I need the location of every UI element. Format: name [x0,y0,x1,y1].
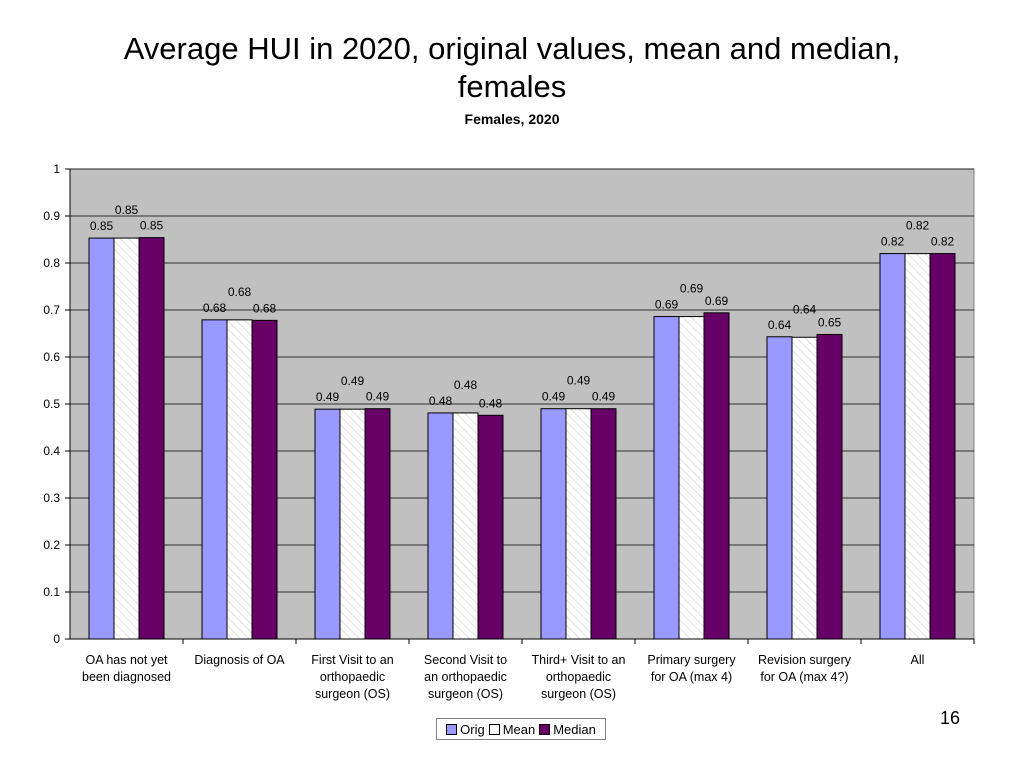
x-category-label: surgeon (OS) [315,687,390,701]
x-category-label: Second Visit to [424,653,507,667]
data-label-mean: 0.82 [906,219,930,233]
bar-orig [427,412,454,640]
legend-swatch-orig [446,723,458,735]
x-category-label: OA has not yet [86,653,169,667]
bar-mean [791,336,818,640]
x-category-label: surgeon (OS) [541,687,616,701]
x-category-label: surgeon (OS) [428,687,503,701]
bar-mean [904,253,931,640]
y-tick-label: 0.8 [43,256,60,270]
data-label-mean: 0.48 [454,378,478,392]
y-tick-label: 0.5 [43,397,60,411]
x-category-label: an orthopaedic [424,670,507,684]
data-label-mean: 0.85 [115,203,139,217]
data-label-orig: 0.49 [316,390,340,404]
data-label-orig: 0.68 [203,301,227,315]
y-tick-label: 0 [53,632,60,646]
x-category-label: been diagnosed [82,670,171,684]
bar-median [364,408,391,640]
data-label-mean: 0.64 [793,302,817,316]
legend-label-orig: Orig [460,721,485,737]
bar-orig [201,319,228,640]
bar-orig [653,316,680,640]
slide-title-line1: Average HUI in 2020, original values, me… [123,31,901,66]
data-label-mean: 0.49 [341,374,365,388]
legend-swatch-mean [488,723,500,735]
x-category-label: Third+ Visit to an [532,653,626,667]
x-category-label: Revision surgery [758,653,852,667]
bar-mean [565,408,592,640]
data-label-orig: 0.69 [655,298,679,312]
x-category-label: for OA (max 4) [651,670,732,684]
bar-orig [879,253,906,640]
chart-title: Females, 2020 [464,111,560,127]
bar-median [703,312,730,640]
legend-label-mean: Mean [502,721,536,737]
bar-orig [314,408,341,640]
data-label-mean: 0.68 [228,285,252,299]
bar-orig [540,408,567,640]
legend-item-orig: Orig [446,722,485,737]
bar-median [816,333,843,640]
data-label-median: 0.48 [479,396,503,410]
x-category-label: Primary surgery [647,653,736,667]
bar-median [138,237,165,640]
y-tick-label: 0.7 [43,303,60,317]
y-tick-label: 0.2 [43,538,60,552]
data-label-orig: 0.48 [429,394,453,408]
x-category-label: orthopaedic [546,670,611,684]
data-label-orig: 0.64 [768,318,792,332]
bar-mean [452,412,479,640]
y-tick-label: 1 [53,162,60,176]
data-label-median: 0.68 [253,301,277,315]
bar-median [590,408,617,640]
bar-median [477,414,504,640]
chart-legend: Orig Mean Median [436,718,606,740]
bar-mean [226,319,253,640]
data-label-mean: 0.69 [680,282,704,296]
slide-title-line2: females [457,69,567,104]
legend-swatch-median [539,723,551,735]
data-label-median: 0.85 [140,219,164,233]
x-category-label: Diagnosis of OA [194,653,285,667]
bar-mean [339,408,366,640]
x-category-label: First Visit to an [311,653,393,667]
data-label-mean: 0.49 [567,374,591,388]
x-category-label: orthopaedic [320,670,385,684]
x-category-label: for OA (max 4?) [760,670,848,684]
legend-item-median: Median [539,722,596,737]
legend-item-mean: Mean [488,721,536,737]
data-label-median: 0.49 [366,390,390,404]
data-label-median: 0.82 [931,235,955,249]
data-label-orig: 0.49 [542,390,566,404]
y-tick-label: 0.1 [43,585,60,599]
legend-label-median: Median [553,721,596,737]
data-label-orig: 0.85 [90,219,114,233]
data-label-orig: 0.82 [881,235,905,249]
bar-orig [88,237,115,640]
bar-median [929,253,956,640]
bar-orig [766,336,793,640]
y-tick-label: 0.9 [43,209,60,223]
x-category-label: All [911,653,925,667]
y-tick-label: 0.3 [43,491,60,505]
bar-median [251,319,278,640]
bar-mean [113,237,140,640]
page-number: 16 [939,708,961,728]
y-tick-label: 0.4 [43,444,60,458]
slide-title: Average HUI in 2020, original values, me… [0,30,1024,106]
bar-mean [678,316,705,640]
data-label-median: 0.49 [592,390,616,404]
data-label-median: 0.65 [818,315,842,329]
y-tick-label: 0.6 [43,350,60,364]
data-label-median: 0.69 [705,294,729,308]
